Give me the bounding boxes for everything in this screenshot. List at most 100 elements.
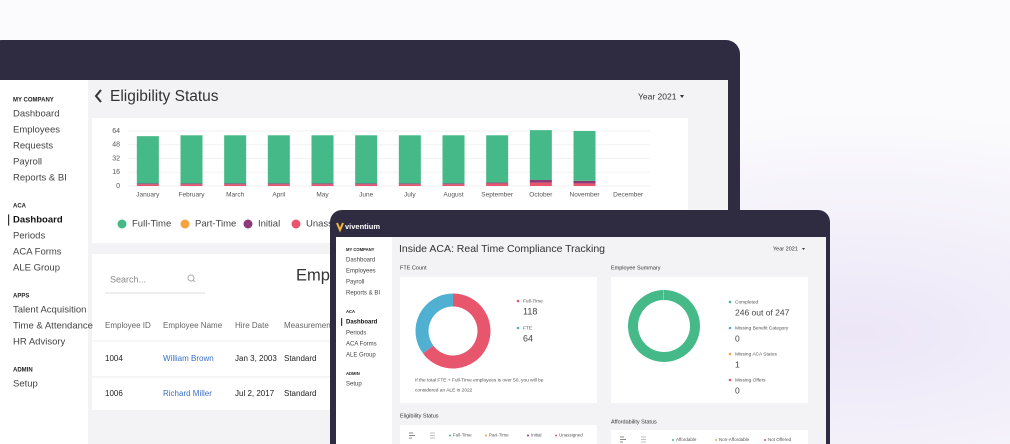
bar-segment bbox=[442, 183, 465, 185]
caret bbox=[802, 248, 805, 250]
x-tick-label: April bbox=[272, 192, 286, 199]
column-header[interactable]: Measurement bbox=[284, 321, 334, 330]
legend-label: Affordable bbox=[676, 437, 697, 442]
column-header[interactable]: Hire Date bbox=[235, 321, 269, 330]
table-cell[interactable]: Richard Miller bbox=[163, 389, 212, 398]
column-header[interactable]: Employee ID bbox=[105, 321, 151, 330]
page-title: Eligibility Status bbox=[110, 88, 219, 105]
y-tick-label: 48 bbox=[112, 142, 120, 149]
sidebar-item[interactable]: Time & Attendance bbox=[13, 321, 93, 332]
sidebar-item[interactable]: Talent Acquisition bbox=[13, 305, 86, 316]
legend-dot bbox=[728, 352, 732, 356]
legend-label: Full-Time bbox=[523, 298, 543, 304]
x-tick-label: June bbox=[359, 192, 373, 199]
table-cell: Standard bbox=[284, 389, 316, 398]
sidebar-item[interactable]: ACA Forms bbox=[13, 247, 62, 258]
sidebar-heading: ACA bbox=[13, 204, 27, 210]
sidebar-item[interactable]: ALE Group bbox=[346, 353, 376, 359]
bar-segment bbox=[180, 184, 203, 186]
y-tick-label: 16 bbox=[112, 169, 120, 176]
chart-icon[interactable] bbox=[620, 436, 626, 443]
sidebar-item[interactable]: Periods bbox=[346, 331, 366, 337]
sidebar-item[interactable]: Dashboard bbox=[346, 258, 375, 264]
sidebar-item[interactable]: Employees bbox=[346, 269, 376, 275]
legend-label: Full-Time bbox=[453, 433, 472, 438]
legend-label: Part-Time bbox=[195, 219, 236, 230]
bar-segment bbox=[311, 183, 334, 185]
sidebar-item[interactable]: ALE Group bbox=[13, 263, 60, 274]
sidebar-heading: ACA bbox=[346, 309, 355, 314]
list-icon[interactable] bbox=[641, 436, 646, 443]
x-tick-label: November bbox=[570, 192, 601, 199]
table-cell: Jan 3, 2003 bbox=[235, 354, 277, 363]
fte-card bbox=[400, 277, 597, 403]
legend-label: Unassigned bbox=[559, 433, 583, 438]
bar-segment bbox=[529, 130, 552, 180]
page-title: Inside ACA: Real Time Compliance Trackin… bbox=[399, 243, 605, 255]
back-sidebar bbox=[0, 80, 88, 444]
legend-label: Completed bbox=[735, 299, 759, 305]
bar-segment bbox=[267, 135, 290, 184]
legend-dot bbox=[243, 219, 253, 229]
sidebar-item[interactable]: Requests bbox=[13, 141, 53, 152]
legend-dot bbox=[291, 219, 301, 229]
bar-segment bbox=[398, 183, 421, 185]
year-select[interactable]: Year 2021 bbox=[638, 91, 677, 101]
bar-segment bbox=[486, 135, 509, 183]
legend-label: Missing ACA Status bbox=[735, 351, 777, 357]
section-title: Eligibility Status bbox=[400, 413, 439, 419]
affordability-card bbox=[611, 430, 808, 444]
x-tick-label: October bbox=[529, 192, 553, 199]
sidebar-item[interactable]: Employees bbox=[13, 125, 60, 136]
donut-slice bbox=[628, 290, 700, 362]
back-icon[interactable] bbox=[94, 89, 102, 103]
chart-icon[interactable] bbox=[409, 432, 415, 439]
table-cell[interactable]: William Brown bbox=[163, 354, 214, 363]
legend-dot bbox=[117, 219, 127, 229]
bar-segment bbox=[267, 184, 290, 186]
sidebar-item[interactable]: HR Advisory bbox=[13, 337, 66, 348]
legend-label: Missing Offers bbox=[735, 377, 766, 383]
sidebar-item[interactable]: Reports & BI bbox=[13, 173, 67, 184]
sidebar-heading: APPS bbox=[13, 294, 29, 300]
list-icon[interactable] bbox=[430, 432, 435, 439]
donut-slice bbox=[422, 293, 491, 369]
sidebar-item[interactable]: Reports & BI bbox=[346, 291, 380, 297]
table-cell: 1004 bbox=[105, 354, 123, 363]
bar-segment bbox=[573, 180, 596, 184]
bar-segment bbox=[442, 184, 465, 186]
bar-segment bbox=[398, 135, 421, 184]
column-header[interactable]: Employee Name bbox=[163, 321, 223, 330]
legend-dot bbox=[728, 378, 732, 382]
sidebar-item[interactable]: Setup bbox=[346, 382, 362, 388]
bar-segment bbox=[573, 183, 596, 186]
sidebar-item[interactable]: ACA Forms bbox=[346, 342, 377, 348]
sidebar-item[interactable]: Periods bbox=[13, 231, 45, 242]
x-tick-label: January bbox=[136, 192, 160, 199]
legend-value: 1 bbox=[735, 359, 740, 369]
year-select[interactable]: Year 2021 bbox=[773, 246, 798, 252]
sidebar-item[interactable]: Payroll bbox=[346, 280, 364, 286]
x-tick-label: July bbox=[404, 192, 416, 199]
search-input[interactable]: Search... bbox=[110, 274, 146, 284]
sidebar-item[interactable]: Setup bbox=[13, 379, 38, 390]
sidebar-item[interactable]: Dashboard bbox=[13, 215, 63, 226]
sidebar-item[interactable]: Payroll bbox=[13, 157, 42, 168]
sidebar-item[interactable]: Dashboard bbox=[346, 320, 378, 326]
section-title: FTE Count bbox=[400, 265, 427, 271]
legend-dot bbox=[715, 439, 717, 441]
section-title: Affordability Status bbox=[611, 419, 657, 425]
legend-dot bbox=[180, 219, 190, 229]
legend-value: 64 bbox=[523, 333, 533, 343]
x-tick-label: February bbox=[178, 192, 205, 199]
legend-dot bbox=[485, 434, 487, 437]
donut-slice bbox=[415, 293, 454, 354]
bar-segment bbox=[355, 184, 378, 186]
legend-dot bbox=[555, 434, 557, 437]
legend-label: Part-Time bbox=[489, 433, 509, 438]
bar-segment bbox=[180, 183, 203, 185]
sidebar-item[interactable]: Dashboard bbox=[13, 109, 59, 120]
y-tick-label: 0 bbox=[116, 183, 120, 190]
